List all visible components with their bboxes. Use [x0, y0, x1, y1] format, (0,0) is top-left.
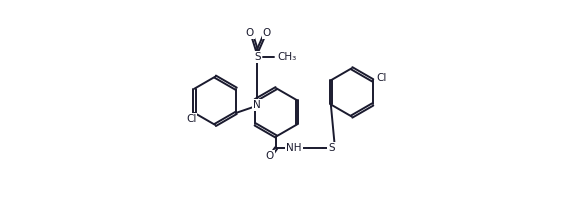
- Text: O: O: [246, 28, 254, 38]
- Text: Cl: Cl: [186, 114, 196, 124]
- Text: CH₃: CH₃: [277, 52, 297, 62]
- Text: NH: NH: [286, 143, 302, 153]
- Text: S: S: [328, 143, 335, 153]
- Text: Cl: Cl: [377, 73, 387, 83]
- Text: S: S: [254, 52, 261, 62]
- Text: N: N: [253, 100, 261, 110]
- Text: O: O: [266, 151, 274, 161]
- Text: O: O: [263, 28, 271, 38]
